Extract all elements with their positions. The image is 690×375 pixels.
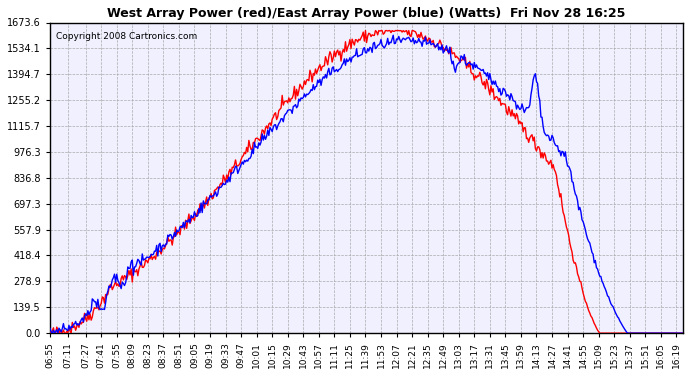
Text: Copyright 2008 Cartronics.com: Copyright 2008 Cartronics.com	[57, 32, 197, 41]
Title: West Array Power (red)/East Array Power (blue) (Watts)  Fri Nov 28 16:25: West Array Power (red)/East Array Power …	[108, 7, 626, 20]
